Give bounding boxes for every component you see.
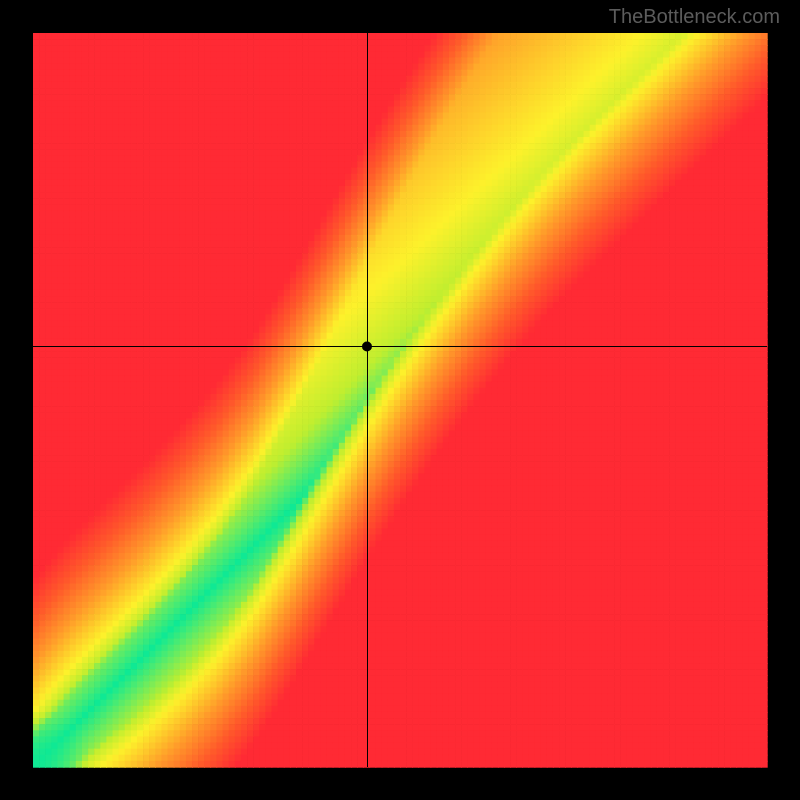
bottleneck-heatmap [0,0,800,800]
attribution-text: TheBottleneck.com [609,6,780,29]
